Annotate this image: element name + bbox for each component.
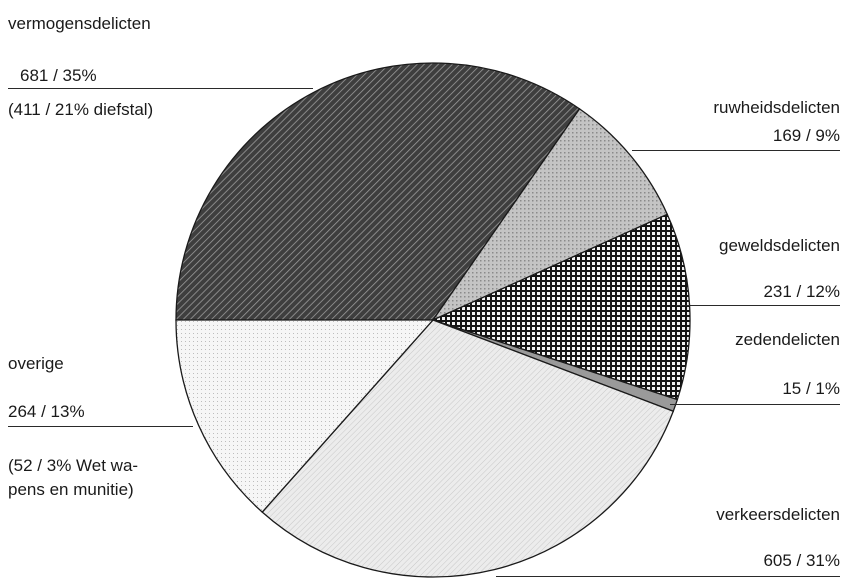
label-zedendelicten: zedendelicten	[735, 330, 840, 349]
value-verkeersdelicten: 605 / 31%	[763, 551, 840, 570]
pie-slice-vermogensdelicten	[175, 62, 581, 321]
label-geweldsdelicten: geweldsdelicten	[719, 236, 840, 255]
label-overige: overige	[8, 354, 64, 373]
value-zedendelicten: 15 / 1%	[782, 379, 840, 398]
value-overige: 264 / 13%	[8, 402, 85, 421]
pie-slice-verkeersdelicten	[261, 319, 675, 578]
label-vermogensdelicten: vermogensdelicten	[8, 14, 151, 33]
leader-vermogensdelicten	[8, 88, 313, 89]
value-vermogensdelicten: 681 / 35%	[20, 66, 97, 85]
leader-ruwheidsdelicten	[632, 150, 840, 151]
label-ruwheidsdelicten: ruwheidsdelicten	[713, 98, 840, 117]
leader-overige	[8, 426, 193, 427]
value-ruwheidsdelicten: 169 / 9%	[772, 126, 840, 145]
pie-slice-overige	[175, 319, 435, 513]
pie-slice-geweldsdelicten	[431, 213, 691, 401]
note-overige-line1: (52 / 3% Wet wa-	[8, 456, 139, 475]
pie-slice-ruwheidsdelicten	[431, 107, 669, 322]
leader-verkeersdelicten	[496, 576, 840, 577]
note-overige-line2: pens en munitie)	[8, 480, 134, 499]
note-vermogensdelicten: (411 / 21% diefstal)	[8, 100, 154, 119]
leader-geweldsdelicten	[676, 305, 840, 306]
value-geweldsdelicten: 231 / 12%	[763, 282, 840, 301]
label-verkeersdelicten: verkeersdelicten	[716, 505, 840, 524]
leader-zedendelicten	[670, 404, 840, 405]
